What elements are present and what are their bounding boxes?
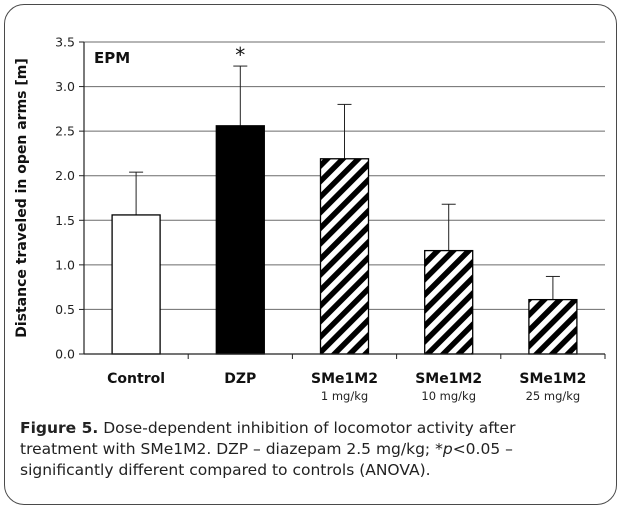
caption-text-1: Dose-dependent inhibition of locomotor a… [98,419,516,437]
y-tick-label-0: 0.0 [55,347,75,362]
caption-text-3: significantly different compared to cont… [20,461,431,479]
significance-marker-0: * [235,43,245,67]
x-tick-label-4: SMe1M2 [519,371,586,387]
y-tick-label-7: 3.5 [55,35,75,50]
bar-0 [111,214,161,355]
x-tick-label-2: SMe1M2 [311,371,378,387]
figure-caption: Figure 5. Dose-dependent inhibition of l… [20,418,605,481]
y-axis-label: Distance traveled in open arms [m] [14,58,30,338]
x-tick-label-3: SMe1M2 [415,371,482,387]
bar-3 [424,249,474,355]
y-tick-label-2: 1.0 [55,257,75,272]
figure-frame [4,4,617,505]
bar-2 [319,158,370,355]
x-tick-sublabel-3: 10 mg/kg [421,389,476,403]
caption-p-italic: p [442,440,453,458]
x-tick-sublabel-2: 1 mg/kg [321,389,368,403]
y-tick-label-5: 2.5 [55,124,75,139]
bars [111,65,578,355]
axes [79,41,606,359]
x-tick-sublabel-4: 25 mg/kg [526,389,581,403]
chart-title: EPM [94,49,130,67]
y-tick-label-1: 0.5 [55,302,75,317]
bar-1 [215,125,265,355]
x-tick-label-0: Control [107,371,165,387]
y-tick-label-6: 3.0 [55,79,75,94]
labels: 0.0 0.5 1.0 1.5 2.0 2.5 3.0 3.5 Control DZP SMe1M2… [55,35,586,404]
caption-label: Figure 5. [20,419,99,437]
caption-text-2-end: <0.05 – [452,440,513,458]
y-tick-label-4: 2.0 [55,168,75,183]
caption-text-2: treatment with SMe1M2. DZP – diazepam 2.… [20,440,443,458]
bar-chart: 0.0 0.5 1.0 1.5 2.0 2.5 3.0 3.5 Control DZP SMe1M2… [14,35,606,404]
y-tick-label-3: 1.5 [55,213,75,228]
x-tick-label-1: DZP [224,371,256,387]
bar-4 [528,298,578,355]
